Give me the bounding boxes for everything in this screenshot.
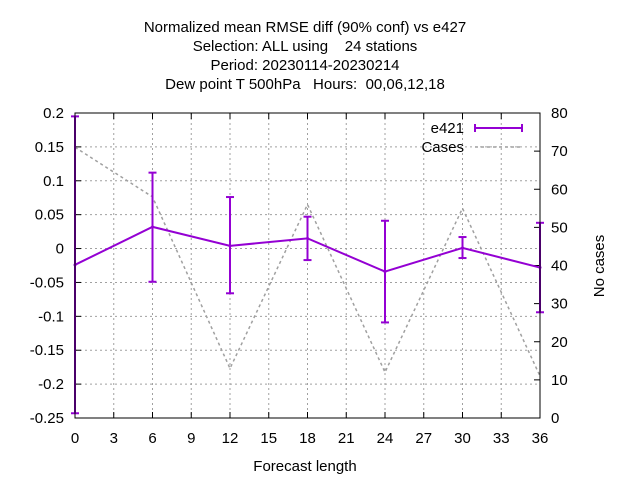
title-line-2: Selection: ALL using 24 stations: [193, 38, 418, 55]
y-tick-label-9: 0.2: [43, 105, 64, 122]
y-axis-ticks: -0.25 -0.2 -0.15 -0.1 -0.05 0 0.05 0.1 0.15 0.2: [30, 105, 81, 427]
x-tick-label-30: 30: [454, 430, 471, 447]
x-tick-label-24: 24: [377, 430, 394, 447]
title-line-3: Period: 20230114-20230214: [210, 57, 399, 74]
x-tick-label-12: 12: [222, 430, 239, 447]
title-line-1: Normalized mean RMSE diff (90% conf) vs …: [144, 19, 466, 36]
x-tick-label-21: 21: [338, 430, 355, 447]
x-tick-label-15: 15: [260, 430, 277, 447]
y-tick-label-2: -0.15: [30, 342, 64, 359]
y-tick-label-7: 0.1: [43, 173, 64, 190]
x-tick-label-33: 33: [493, 430, 510, 447]
x-tick-label-0: 0: [71, 430, 79, 447]
y-tick-label-8: 0.15: [35, 139, 64, 156]
grid: [75, 113, 540, 418]
x-tick-label-6: 6: [148, 430, 156, 447]
e421-point-18: [306, 236, 309, 240]
y-tick-label-3: -0.1: [38, 308, 64, 325]
y2-axis-ticks: 0 10 20 30 40 50 60 70 80: [534, 105, 568, 427]
legend-label-cases: Cases: [421, 139, 464, 156]
x-tick-label-18: 18: [299, 430, 316, 447]
legend-label-e421: e421: [431, 120, 464, 137]
e421-point-24: [383, 270, 387, 274]
chart-title: Normalized mean RMSE diff (90% conf) vs …: [144, 19, 466, 93]
x-axis-label: Forecast length: [253, 458, 356, 475]
y2-tick-label-70: 70: [551, 143, 568, 160]
title-line-4: Dew point T 500hPa Hours: 00,06,12,18: [165, 76, 445, 93]
y-tick-label-5: 0: [56, 241, 64, 258]
y2-tick-label-50: 50: [551, 219, 568, 236]
y2-tick-label-0: 0: [551, 410, 559, 427]
x-tick-label-27: 27: [415, 430, 432, 447]
x-axis-ticks: 0 3 6 9 12 15 18 21 24 27 30 33 36: [71, 113, 549, 447]
y2-axis-label: No cases: [591, 235, 608, 298]
x-tick-label-36: 36: [532, 430, 549, 447]
y-tick-label-4: -0.05: [30, 274, 64, 291]
e421-point-30: [461, 246, 464, 250]
y2-tick-label-10: 10: [551, 372, 568, 389]
legend: e421 Cases: [421, 120, 523, 156]
y2-tick-label-30: 30: [551, 296, 568, 313]
e421-point-6: [151, 225, 154, 229]
x-tick-label-3: 3: [110, 430, 118, 447]
x-tick-label-9: 9: [187, 430, 195, 447]
y2-tick-label-20: 20: [551, 334, 568, 351]
e421-point-12: [228, 244, 232, 248]
y-tick-label-0: -0.25: [30, 410, 64, 427]
y-tick-label-1: -0.2: [38, 376, 64, 393]
y-tick-label-6: 0.05: [35, 207, 64, 224]
y2-tick-label-60: 60: [551, 181, 568, 198]
y2-tick-label-40: 40: [551, 258, 568, 275]
plot-frame: [74, 112, 541, 419]
y2-tick-label-80: 80: [551, 105, 568, 122]
